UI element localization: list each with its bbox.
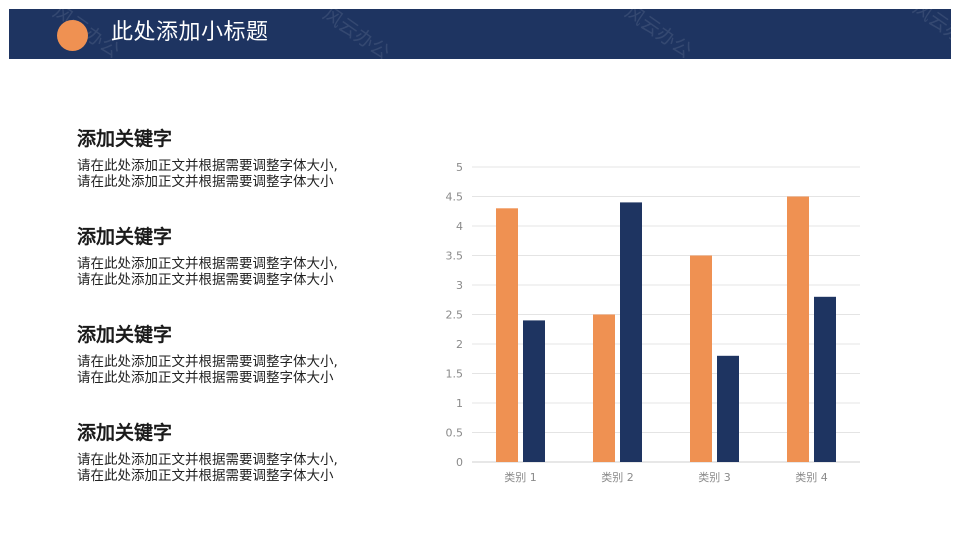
- y-tick-label: 3.5: [446, 250, 464, 263]
- section-title: 添加关键字: [77, 422, 173, 444]
- bar: [814, 296, 836, 462]
- y-tick-label: 2.5: [446, 309, 464, 322]
- bar-chart: 0 0.5 1 1.5 2 2.5 3 3.5 4 4.5 5 类别 1 类别 2 类别 3 类别 4: [446, 161, 860, 484]
- bar: [690, 255, 712, 462]
- y-tick-label: 5: [456, 161, 463, 174]
- watermark: 风云办公: [620, 9, 696, 59]
- section-body-line: 请在此处添加正文并根据需要调整字体大小,: [77, 452, 338, 468]
- bar: [620, 202, 642, 462]
- x-tick-label: 类别 3: [698, 470, 731, 484]
- y-tick-label: 4.5: [446, 191, 464, 204]
- y-tick-label: 4: [456, 220, 463, 233]
- section-title: 添加关键字: [77, 226, 173, 248]
- watermark: 风云办公: [908, 9, 951, 59]
- y-tick-label: 1.5: [446, 368, 464, 381]
- bar: [496, 208, 518, 462]
- section-body-line: 请在此处添加正文并根据需要调整字体大小,: [77, 158, 338, 174]
- section-title: 添加关键字: [77, 324, 173, 346]
- section-body-line: 请在此处添加正文并根据需要调整字体大小: [77, 370, 334, 386]
- y-tick-label: 2: [456, 338, 463, 351]
- section-body-line: 请在此处添加正文并根据需要调整字体大小: [77, 468, 334, 484]
- header-dot-icon: [57, 20, 88, 51]
- section-title: 添加关键字: [77, 128, 173, 150]
- watermark: 风云办公: [318, 9, 394, 59]
- section-body-line: 请在此处添加正文并根据需要调整字体大小: [77, 272, 334, 288]
- section-body: 请在此处添加正文并根据需要调整字体大小, 请在此处添加正文并根据需要调整字体大小: [77, 158, 407, 190]
- x-tick-label: 类别 4: [795, 470, 828, 484]
- keyword-section: 添加关键字 请在此处添加正文并根据需要调整字体大小, 请在此处添加正文并根据需要…: [77, 224, 407, 288]
- section-body-line: 请在此处添加正文并根据需要调整字体大小,: [77, 256, 338, 272]
- section-body: 请在此处添加正文并根据需要调整字体大小, 请在此处添加正文并根据需要调整字体大小: [77, 354, 407, 386]
- y-tick-label: 3: [456, 279, 463, 292]
- keyword-section: 添加关键字 请在此处添加正文并根据需要调整字体大小, 请在此处添加正文并根据需要…: [77, 322, 407, 386]
- x-tick-label: 类别 1: [504, 470, 537, 484]
- y-tick-label: 0.5: [446, 427, 464, 440]
- bar: [787, 196, 809, 462]
- section-body-line: 请在此处添加正文并根据需要调整字体大小: [77, 174, 334, 190]
- keyword-section: 添加关键字 请在此处添加正文并根据需要调整字体大小, 请在此处添加正文并根据需要…: [77, 420, 407, 484]
- header-bar: 风云办公 风云办公 风云办公 风云办公 此处添加小标题: [9, 9, 951, 59]
- bar: [523, 320, 545, 462]
- keyword-section: 添加关键字 请在此处添加正文并根据需要调整字体大小, 请在此处添加正文并根据需要…: [77, 126, 407, 190]
- bar: [593, 314, 615, 462]
- y-tick-label: 0: [456, 456, 463, 469]
- section-body-line: 请在此处添加正文并根据需要调整字体大小,: [77, 354, 338, 370]
- section-body: 请在此处添加正文并根据需要调整字体大小, 请在此处添加正文并根据需要调整字体大小: [77, 256, 407, 288]
- x-tick-label: 类别 2: [601, 470, 634, 484]
- y-tick-label: 1: [456, 397, 463, 410]
- bar: [717, 355, 739, 462]
- page-title: 此处添加小标题: [111, 20, 269, 45]
- section-body: 请在此处添加正文并根据需要调整字体大小, 请在此处添加正文并根据需要调整字体大小: [77, 452, 407, 484]
